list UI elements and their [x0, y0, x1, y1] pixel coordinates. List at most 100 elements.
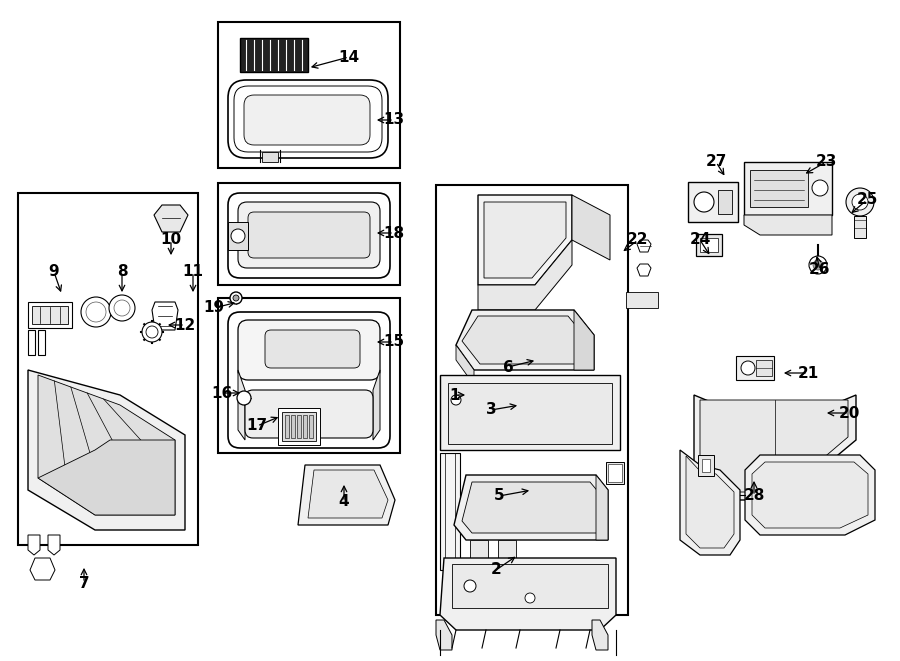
Text: 19: 19	[203, 301, 225, 315]
Text: 1: 1	[450, 387, 460, 403]
Polygon shape	[154, 205, 188, 232]
Text: 6: 6	[502, 360, 513, 375]
Text: 9: 9	[49, 264, 59, 280]
Polygon shape	[28, 370, 185, 530]
Text: 2: 2	[491, 563, 501, 578]
Text: 22: 22	[627, 233, 649, 247]
Bar	[218, 298, 400, 453]
Text: 11: 11	[183, 264, 203, 280]
Bar	[750, 170, 808, 207]
FancyBboxPatch shape	[228, 312, 390, 448]
FancyBboxPatch shape	[238, 320, 380, 380]
Text: 7: 7	[78, 576, 89, 590]
Polygon shape	[38, 375, 175, 515]
Bar	[32, 306, 68, 324]
Polygon shape	[452, 564, 608, 608]
Bar	[218, 183, 400, 285]
Circle shape	[525, 593, 535, 603]
Text: 3: 3	[486, 403, 496, 418]
Circle shape	[109, 295, 135, 321]
Polygon shape	[478, 240, 572, 310]
FancyBboxPatch shape	[228, 80, 388, 158]
Polygon shape	[686, 456, 734, 548]
Bar	[282, 412, 316, 441]
FancyBboxPatch shape	[265, 330, 360, 368]
Circle shape	[86, 302, 106, 322]
Bar	[718, 190, 732, 214]
Text: 17: 17	[247, 418, 267, 434]
Circle shape	[231, 229, 245, 243]
Bar	[702, 459, 710, 472]
Polygon shape	[478, 195, 572, 285]
Bar	[608, 464, 622, 482]
Polygon shape	[30, 558, 55, 580]
Text: 28: 28	[743, 488, 765, 504]
Circle shape	[230, 292, 242, 304]
FancyBboxPatch shape	[228, 193, 390, 278]
Polygon shape	[440, 558, 616, 630]
Polygon shape	[700, 400, 848, 492]
Circle shape	[852, 194, 868, 210]
Polygon shape	[462, 316, 586, 364]
Polygon shape	[48, 535, 60, 555]
Text: 5: 5	[494, 488, 504, 504]
Polygon shape	[436, 620, 452, 650]
FancyBboxPatch shape	[248, 212, 370, 258]
Circle shape	[237, 391, 251, 405]
Circle shape	[146, 326, 158, 338]
Polygon shape	[440, 453, 460, 570]
Bar	[262, 152, 278, 162]
Polygon shape	[448, 383, 612, 444]
Polygon shape	[680, 450, 740, 555]
Text: 20: 20	[838, 405, 860, 420]
Circle shape	[451, 395, 461, 405]
Text: 12: 12	[175, 317, 195, 332]
Circle shape	[846, 188, 874, 216]
Polygon shape	[38, 440, 175, 515]
Polygon shape	[440, 375, 620, 450]
Polygon shape	[152, 302, 178, 330]
Bar	[218, 22, 400, 168]
Bar	[736, 356, 774, 380]
Bar	[854, 216, 866, 238]
Bar	[18, 193, 198, 545]
Circle shape	[809, 256, 827, 274]
Bar	[606, 462, 624, 484]
Bar	[498, 540, 516, 558]
Polygon shape	[592, 620, 608, 650]
Text: 8: 8	[117, 264, 127, 280]
Polygon shape	[637, 264, 651, 276]
Text: 23: 23	[815, 155, 837, 169]
Text: 25: 25	[856, 192, 878, 208]
Circle shape	[81, 297, 111, 327]
Circle shape	[233, 295, 239, 301]
Circle shape	[812, 180, 828, 196]
Bar	[756, 360, 772, 376]
FancyBboxPatch shape	[244, 95, 370, 145]
Polygon shape	[752, 462, 868, 528]
Bar	[626, 292, 658, 308]
Bar	[285, 415, 289, 438]
Bar	[303, 415, 307, 438]
Circle shape	[741, 361, 755, 375]
Polygon shape	[373, 370, 380, 440]
Bar	[228, 222, 248, 250]
Bar	[297, 415, 301, 438]
Polygon shape	[744, 215, 832, 235]
Bar	[38, 330, 45, 355]
Text: 4: 4	[338, 494, 349, 510]
Bar	[744, 162, 832, 215]
Text: 10: 10	[160, 233, 182, 247]
Polygon shape	[238, 370, 245, 440]
Bar	[470, 540, 488, 558]
Text: 15: 15	[383, 334, 405, 350]
Polygon shape	[574, 310, 594, 370]
Circle shape	[114, 300, 130, 316]
Polygon shape	[484, 202, 566, 278]
Polygon shape	[572, 195, 610, 260]
Polygon shape	[694, 395, 856, 500]
Bar	[28, 302, 72, 328]
Text: 13: 13	[383, 112, 405, 128]
FancyBboxPatch shape	[234, 86, 382, 152]
Polygon shape	[637, 240, 651, 252]
